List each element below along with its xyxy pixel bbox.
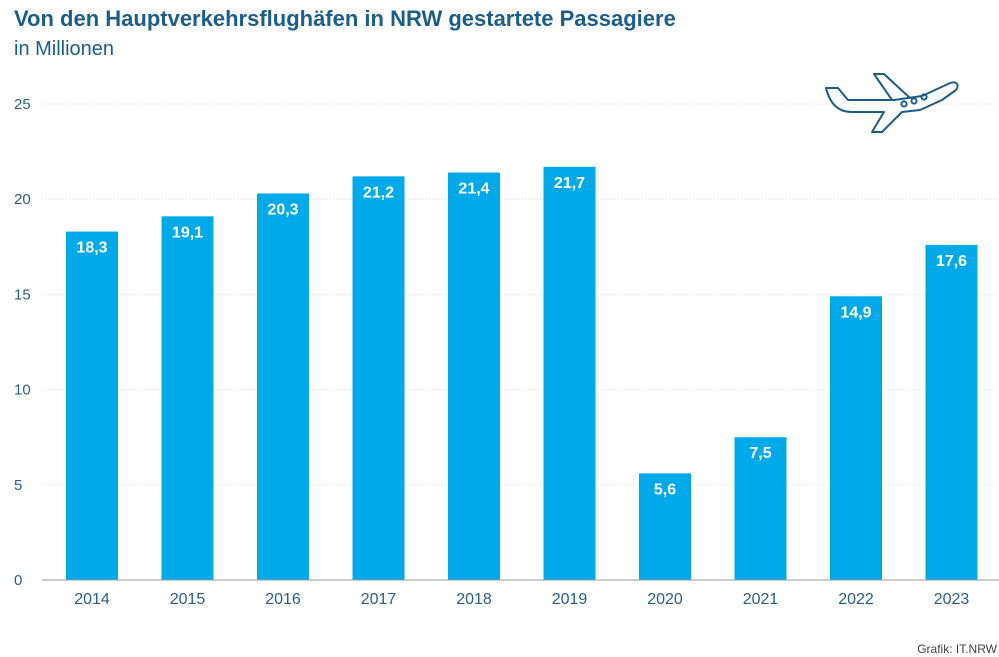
x-tick-label: 2016 <box>265 591 301 608</box>
bar-value-label: 21,4 <box>458 181 489 198</box>
x-tick-label: 2018 <box>456 591 492 608</box>
bars: 18,3 19,1 20,3 21,2 21,4 21,7 5,6 7,5 14,9 17,6 <box>66 166 978 581</box>
bar-value-label: 20,3 <box>267 201 298 218</box>
y-tick-label: 15 <box>14 286 31 303</box>
x-tick-label: 2014 <box>74 591 110 608</box>
chart-subtitle: in Millionen <box>14 38 115 60</box>
x-tick-label: 2020 <box>647 591 683 608</box>
bar <box>734 437 787 580</box>
bar-value-label: 14,9 <box>840 304 871 321</box>
y-tick-label: 5 <box>14 477 22 494</box>
y-tick-label: 10 <box>14 382 31 399</box>
y-tick-label: 0 <box>14 572 22 589</box>
bar-value-label: 7,5 <box>749 445 771 462</box>
bar <box>352 176 405 581</box>
x-tick-label: 2023 <box>934 591 970 608</box>
bar <box>257 193 309 580</box>
bar <box>161 216 214 580</box>
bar-value-label: 21,2 <box>363 184 394 201</box>
bar-value-label: 21,7 <box>554 175 585 192</box>
x-axis-ticks: 2014 2015 2016 2017 2018 2019 2020 2021 2022 2023 <box>74 591 969 608</box>
bar <box>66 231 118 580</box>
bar <box>448 172 500 580</box>
bar <box>639 473 691 580</box>
bar <box>543 166 596 580</box>
chart-title: Von den Hauptverkehrsflughäfen in NRW ge… <box>14 6 676 31</box>
bar-value-label: 5,6 <box>654 481 676 498</box>
bar <box>830 296 882 580</box>
bar-value-label: 19,1 <box>172 224 203 241</box>
x-tick-label: 2021 <box>743 591 779 608</box>
source-credit: Grafik: IT.NRW <box>917 642 997 656</box>
bar-value-label: 17,6 <box>936 253 967 270</box>
x-tick-label: 2015 <box>170 591 206 608</box>
airplane-icon <box>825 73 959 133</box>
x-tick-label: 2019 <box>552 591 588 608</box>
y-axis-ticks: 0 5 10 15 20 25 <box>14 96 31 589</box>
bar-value-label: 18,3 <box>76 240 107 257</box>
y-tick-label: 25 <box>14 96 31 113</box>
x-tick-label: 2017 <box>361 591 397 608</box>
x-tick-label: 2022 <box>838 591 874 608</box>
bar <box>925 244 978 580</box>
y-tick-label: 20 <box>14 191 31 208</box>
